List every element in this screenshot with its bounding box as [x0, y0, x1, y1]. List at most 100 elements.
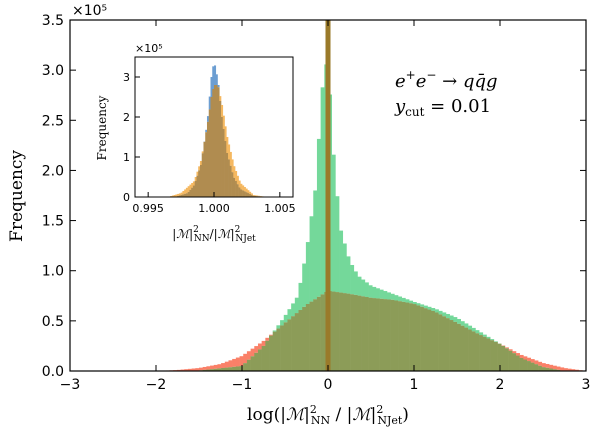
inset-bar-upper: [192, 181, 195, 186]
main-bar-upper: [468, 325, 473, 330]
main-bar-overlap: [420, 306, 425, 371]
main-bar-overlap: [445, 318, 450, 371]
main-bar-upper: [353, 271, 358, 295]
inset-x-tick-label: 0.995: [132, 202, 164, 215]
inset-bar-overlap: [233, 177, 236, 197]
main-bar-overlap: [538, 365, 543, 371]
main-bar-upper: [342, 243, 347, 294]
main-y-multiplier: ×10⁵: [72, 3, 107, 19]
inset-bar-overlap: [242, 190, 245, 197]
main-bar-upper: [445, 313, 450, 319]
main-bar-upper: [420, 304, 425, 307]
process-annotation: e+e− → qq̄g: [395, 68, 498, 92]
main-bar-overlap: [294, 313, 299, 371]
main-bar-upper: [246, 351, 251, 360]
main-bar-overlap: [372, 298, 377, 371]
inset-bar-upper: [256, 195, 259, 197]
inset-bar-upper: [229, 151, 232, 166]
main-bar-overlap: [434, 312, 439, 371]
inset-bar-upper: [189, 184, 192, 190]
main-bar-overlap: [515, 355, 520, 371]
main-bar-upper: [431, 308, 436, 311]
main-bar-upper: [294, 297, 299, 314]
main-bar-upper: [357, 276, 362, 296]
main-bar-overlap: [353, 294, 358, 371]
inset-bar-overlap: [240, 189, 243, 197]
main-bar-upper: [316, 138, 321, 297]
main-bar-overlap: [394, 300, 399, 371]
main-bar-overlap: [401, 301, 406, 371]
main-bar-overlap: [493, 341, 498, 371]
main-bar-overlap: [206, 369, 211, 371]
main-bar-upper: [560, 367, 565, 371]
inset-bar-upper: [221, 105, 224, 117]
inset-bar-overlap: [182, 194, 185, 197]
inset-bar-upper: [245, 188, 248, 193]
main-bar-upper: [394, 295, 399, 301]
main-bar-upper: [265, 337, 270, 341]
main-bar-upper: [320, 87, 325, 295]
main-bar-upper: [375, 288, 380, 299]
main-bar-overlap: [386, 299, 391, 371]
main-bar-overlap: [364, 296, 369, 371]
main-bar-upper: [210, 365, 215, 370]
inset-bar-upper: [198, 166, 201, 171]
inset-bar-upper: [249, 191, 252, 194]
main-bar-upper: [508, 349, 513, 351]
main-bar-upper: [405, 299, 410, 303]
inset-bar-overlap: [217, 87, 220, 197]
main-bar-upper: [250, 348, 255, 357]
inset-bar-upper: [226, 137, 229, 153]
inset-bar-upper: [254, 195, 257, 196]
main-histogram-bars: [154, 20, 587, 371]
main-bar-upper: [479, 332, 484, 336]
main-bar-upper: [195, 368, 200, 371]
inset-x-tick-label: 1.000: [198, 202, 230, 215]
main-bar-upper: [331, 154, 336, 292]
main-bar-overlap: [497, 343, 502, 371]
main-bar-overlap: [217, 368, 222, 371]
main-bar-upper: [291, 303, 296, 317]
main-bar-upper: [563, 368, 568, 371]
main-bar-overlap: [471, 331, 476, 371]
inset-bar-upper: [217, 85, 220, 88]
main-bar-upper: [490, 339, 495, 341]
main-bar-overlap: [512, 353, 517, 371]
main-bar-overlap: [221, 367, 226, 371]
main-bar-upper: [305, 242, 310, 305]
main-bar-upper: [206, 366, 211, 370]
main-bar-overlap: [261, 345, 266, 371]
inset-bar-overlap: [210, 97, 213, 197]
main-bar-upper: [254, 346, 259, 353]
main-bar-upper: [556, 366, 561, 370]
main-bar-overlap: [346, 293, 351, 371]
main-bar-overlap: [250, 356, 255, 371]
main-bar-upper: [538, 361, 543, 366]
main-bar-overlap: [457, 323, 461, 371]
main-bar-overlap: [350, 294, 355, 371]
inset-histogram-bars: [168, 65, 267, 197]
main-bar-upper: [423, 305, 428, 309]
main-bar-overlap: [464, 327, 469, 371]
inset-bar-overlap: [205, 132, 208, 197]
inset-bar-overlap: [238, 187, 241, 197]
main-bar-overlap: [339, 292, 344, 371]
inset-bar-upper: [231, 159, 234, 173]
inset-bar-upper: [180, 192, 183, 195]
main-bar-upper: [224, 361, 229, 368]
main-y-tick-label: 2.5: [42, 113, 64, 129]
inset-bar-overlap: [191, 187, 194, 197]
main-x-tick-label: −3: [60, 377, 81, 393]
main-bar-overlap: [342, 293, 347, 371]
main-bar-upper: [545, 363, 550, 368]
main-bar-upper: [442, 312, 447, 317]
main-bar-upper: [457, 318, 461, 324]
main-y-tick-label: 1.0: [42, 264, 64, 280]
inset-y-tick-label: 0: [123, 191, 130, 204]
inset-bar-upper: [208, 96, 211, 110]
main-bar-upper: [552, 365, 557, 370]
main-bar-overlap: [305, 304, 310, 371]
inset-bar-overlap: [245, 192, 248, 197]
inset-bar-upper: [250, 193, 253, 195]
inset-bar-upper: [175, 194, 178, 197]
